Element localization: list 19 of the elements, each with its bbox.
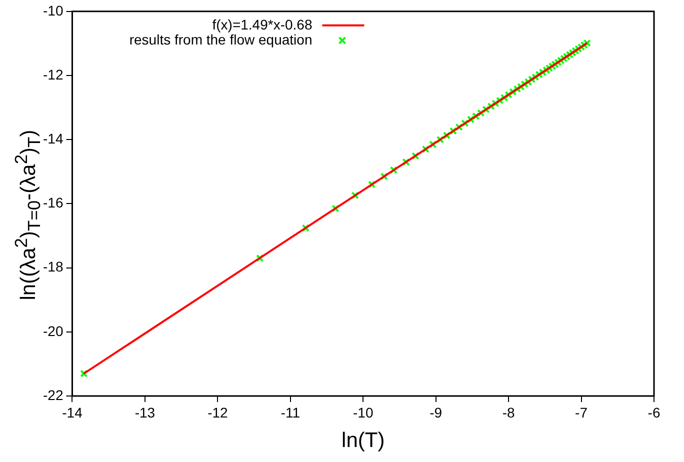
x-tick-label: -11: [280, 404, 300, 420]
legend-label: f(x)=1.49*x-0.68: [212, 16, 312, 32]
y-tick-label: -16: [43, 194, 64, 211]
y-tick-label: -20: [43, 322, 64, 339]
x-tick-label: -7: [575, 404, 588, 420]
y-tick-label: -10: [43, 2, 64, 18]
y-tick-label: -12: [43, 66, 64, 82]
y-tick-label: -22: [43, 386, 64, 403]
x-tick-label: -8: [502, 404, 515, 420]
x-tick-label: -9: [430, 404, 442, 420]
x-tick-label: -13: [134, 404, 156, 420]
x-axis-title: ln(T): [342, 429, 385, 452]
x-tick-label: -14: [62, 404, 83, 420]
y-tick-label: -14: [43, 130, 64, 146]
x-tick-label: -6: [648, 404, 660, 420]
legend-label: results from the flow equation: [129, 31, 312, 48]
y-tick-label: -18: [43, 258, 64, 275]
x-tick-label: -10: [353, 404, 374, 420]
x-tick-label: -12: [208, 404, 228, 420]
